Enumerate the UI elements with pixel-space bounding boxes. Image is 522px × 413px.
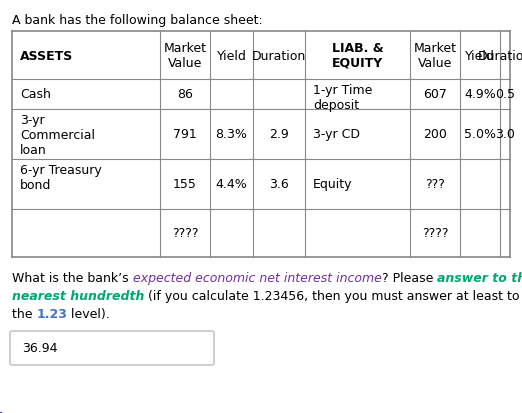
Text: 3-yr
Commercial
loan: 3-yr Commercial loan: [20, 114, 95, 157]
Text: 4.4%: 4.4%: [216, 178, 247, 191]
Text: 36.94: 36.94: [22, 342, 57, 355]
Text: ????: ????: [422, 227, 448, 240]
Text: What is the bank’s: What is the bank’s: [12, 271, 133, 284]
Text: 86: 86: [177, 88, 193, 101]
Text: 607: 607: [423, 88, 447, 101]
Text: 791: 791: [173, 128, 197, 141]
Text: 155: 155: [173, 178, 197, 191]
Text: 1-yr Time
deposit: 1-yr Time deposit: [313, 84, 372, 112]
Text: ???: ???: [425, 178, 445, 191]
Text: 6-yr Treasury
bond: 6-yr Treasury bond: [20, 164, 102, 192]
Text: 2.9: 2.9: [269, 128, 289, 141]
Text: Duration: Duration: [252, 50, 306, 62]
Text: Cash: Cash: [20, 88, 51, 101]
Text: ? Please: ? Please: [382, 271, 437, 284]
Text: 0.5: 0.5: [495, 88, 515, 101]
Text: 200: 200: [423, 128, 447, 141]
Text: Yield: Yield: [217, 50, 246, 62]
Text: A bank has the following balance sheet:: A bank has the following balance sheet:: [12, 14, 263, 27]
Text: Equity: Equity: [313, 178, 352, 191]
Text: 4.9%: 4.9%: [464, 88, 496, 101]
Text: Duration: Duration: [478, 50, 522, 62]
Text: 8.3%: 8.3%: [216, 128, 247, 141]
Text: 3-yr CD: 3-yr CD: [313, 128, 360, 141]
Text: answer to the: answer to the: [437, 271, 522, 284]
Text: Market
Value: Market Value: [413, 42, 457, 70]
Text: 3.6: 3.6: [269, 178, 289, 191]
Text: 5.0%: 5.0%: [464, 128, 496, 141]
Text: expected economic net interest income: expected economic net interest income: [133, 271, 382, 284]
Text: level).: level).: [67, 307, 110, 320]
Text: (if you calculate 1.23456, then you must answer at least to: (if you calculate 1.23456, then you must…: [145, 289, 520, 302]
Text: ASSETS: ASSETS: [20, 50, 73, 62]
FancyBboxPatch shape: [10, 331, 214, 365]
Text: 1.23: 1.23: [37, 307, 67, 320]
Text: ????: ????: [172, 227, 198, 240]
Text: Yield: Yield: [465, 50, 495, 62]
Text: the: the: [12, 307, 37, 320]
Text: LIAB. &
EQUITY: LIAB. & EQUITY: [331, 42, 383, 70]
Text: nearest hundredth: nearest hundredth: [12, 289, 145, 302]
Text: 3.0: 3.0: [495, 128, 515, 141]
Text: Market
Value: Market Value: [163, 42, 207, 70]
